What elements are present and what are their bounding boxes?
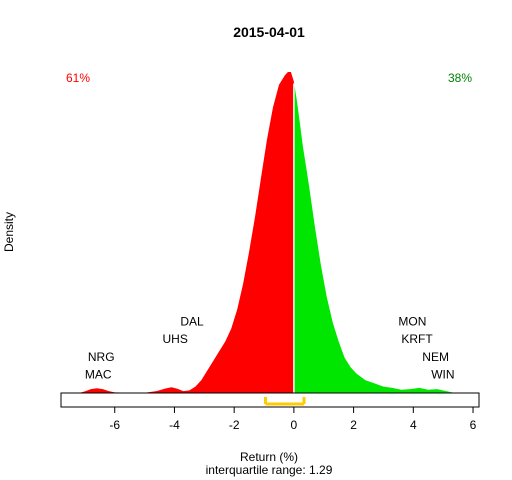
ticker-label: MON (398, 315, 426, 329)
y-axis-label: Density (2, 212, 16, 252)
chart-title: 2015-04-01 (233, 24, 305, 40)
x-tick-label: 4 (410, 418, 417, 432)
ticker-label: DAL (180, 315, 204, 329)
x-tick-label: 6 (470, 418, 477, 432)
positive-density-area (293, 81, 456, 393)
ticker-label: WIN (431, 368, 454, 382)
x-axis-label: Return (%) (240, 450, 298, 464)
x-tick-label: -6 (109, 418, 120, 432)
x-tick-label: 2 (350, 418, 357, 432)
x-tick-label: -4 (169, 418, 180, 432)
iqr-subtitle: interquartile range: 1.29 (206, 463, 333, 477)
positive-share-label: 38% (448, 71, 472, 85)
x-tick-label: -2 (229, 418, 240, 432)
ticker-label: MAC (85, 368, 112, 382)
ticker-label: NRG (88, 350, 115, 364)
annotation-group: DAL UHS NRG MAC MON KRFT NEM WIN (85, 315, 455, 382)
ticker-label: NEM (422, 350, 449, 364)
negative-share-label: 61% (66, 71, 90, 85)
axis-box (60, 392, 480, 408)
x-axis: -6 -4 -2 0 2 4 6 (60, 392, 480, 432)
ticker-label: KRFT (401, 332, 433, 346)
x-tick-label: 0 (291, 418, 298, 432)
ticker-label: UHS (163, 332, 188, 346)
density-area-group (78, 72, 456, 393)
negative-density-area (78, 72, 294, 393)
